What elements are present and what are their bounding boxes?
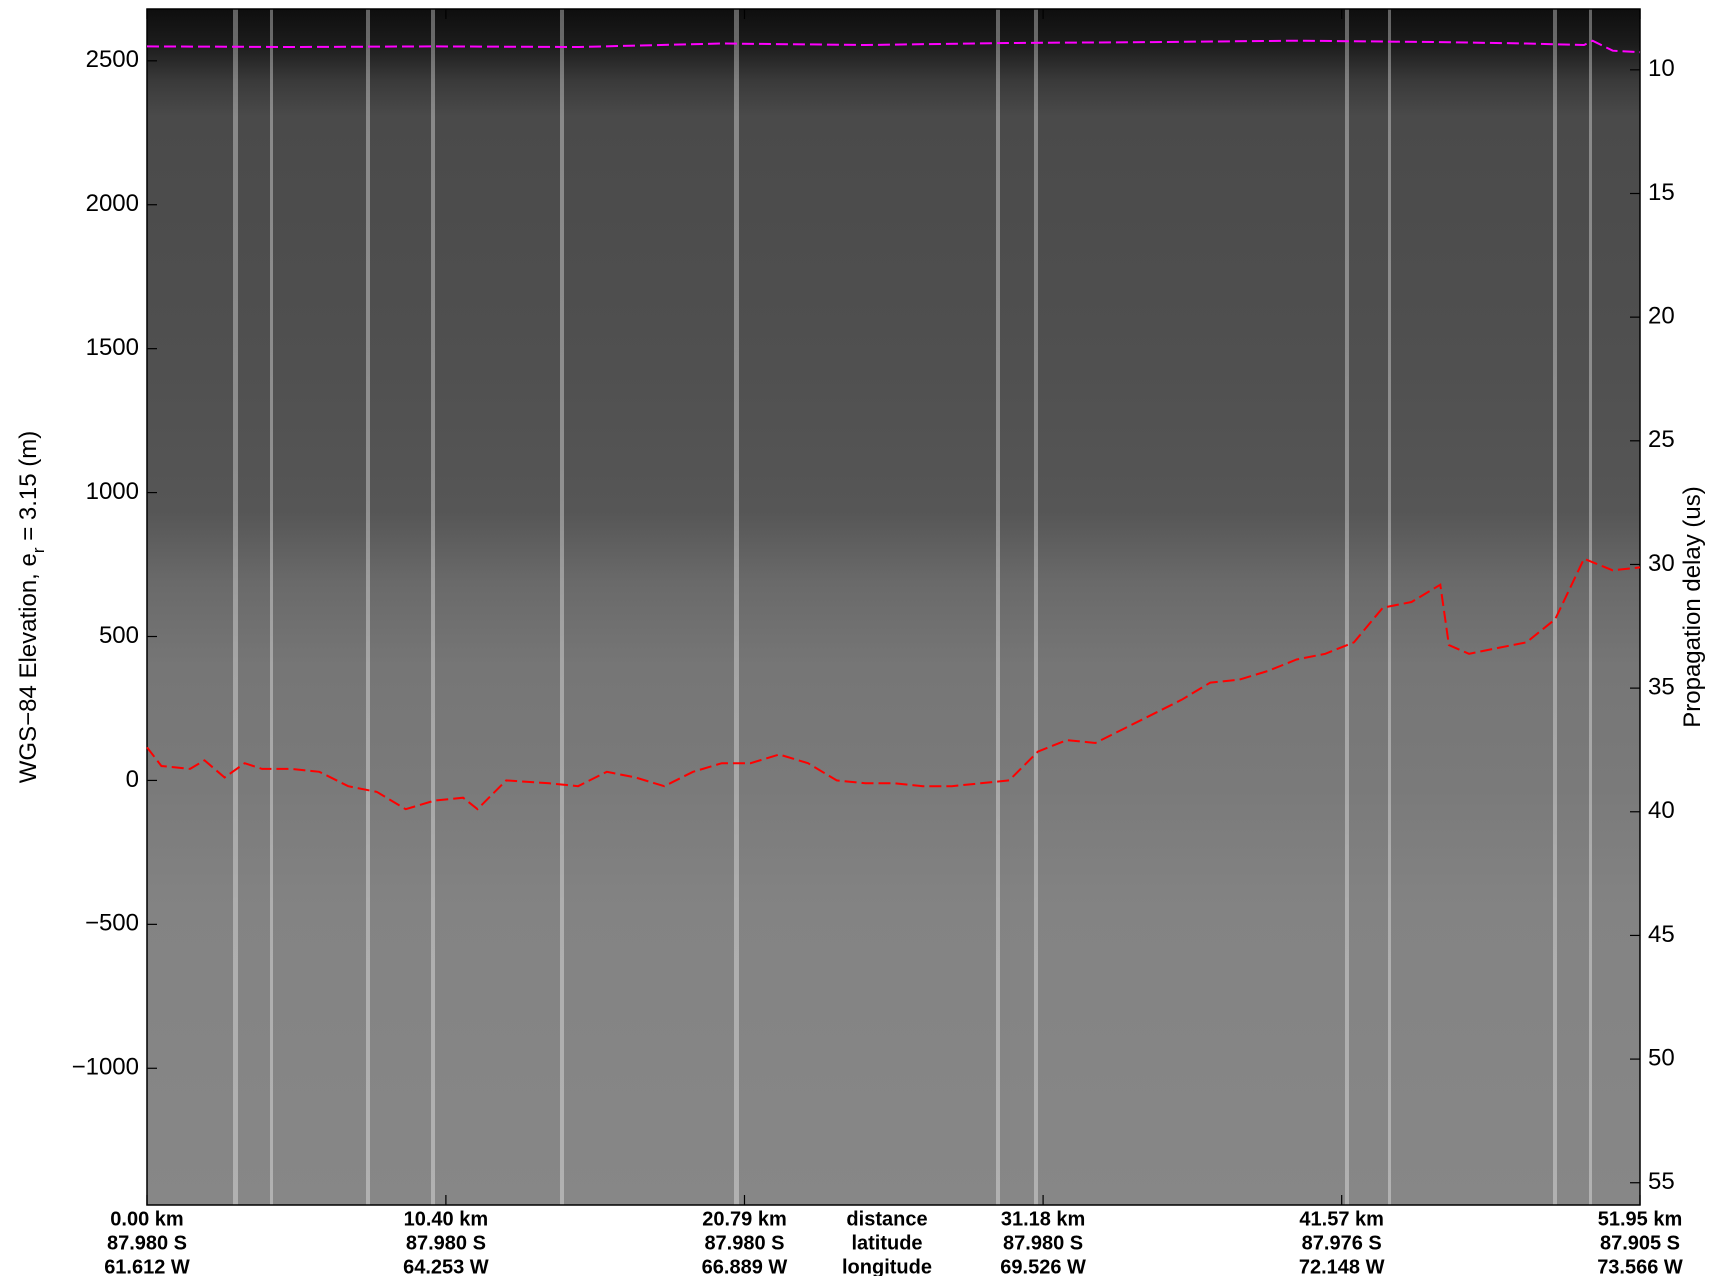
x-tick-latitude: 87.976 S	[1302, 1232, 1382, 1254]
series-line	[146, 39, 1641, 54]
y-axis-title-rest: = 3.15 (m)	[15, 431, 42, 548]
y2-tick-label: 20	[1648, 302, 1675, 329]
y2-tick-label: 10	[1648, 55, 1675, 82]
y-tick-label: 2500	[86, 46, 139, 73]
echogram	[147, 9, 1640, 1205]
y-tick-label: 500	[99, 622, 139, 649]
y-axis-title: WGS−84 Elevation, er = 3.15 (m)	[15, 431, 48, 784]
y-axis-title-sub: r	[29, 547, 48, 553]
x-tick-label: 31.18 km	[1001, 1208, 1086, 1230]
y-tick-label: 1500	[86, 334, 139, 361]
y-tick-label: −1000	[72, 1054, 139, 1081]
x-tick-label: 0.00 km	[110, 1208, 183, 1230]
y2-axis-title: Propagation delay (us)	[1679, 486, 1706, 727]
x-tick-longitude: 73.566 W	[1597, 1256, 1683, 1276]
x-tick-longitude: 64.253 W	[403, 1256, 489, 1276]
y-tick-label: 2000	[86, 190, 139, 217]
y2-tick-label: 30	[1648, 550, 1675, 577]
x-tick-label: 10.40 km	[404, 1208, 489, 1230]
x-tick-latitude: 87.980 S	[1003, 1232, 1083, 1254]
x-row-title: latitude	[851, 1232, 922, 1254]
x-tick-latitude: 87.980 S	[406, 1232, 486, 1254]
x-tick-longitude: 69.526 W	[1000, 1256, 1086, 1276]
x-tick-label: 41.57 km	[1299, 1208, 1384, 1230]
x-tick-latitude: 87.905 S	[1600, 1232, 1680, 1254]
x-tick-latitude: 87.980 S	[704, 1232, 784, 1254]
x-tick-longitude: 61.612 W	[104, 1256, 190, 1276]
x-tick-label: 51.95 km	[1598, 1208, 1683, 1230]
y2-tick-label: 45	[1648, 921, 1675, 948]
x-tick-latitude: 87.980 S	[107, 1232, 187, 1254]
y-tick-label: −500	[85, 910, 139, 937]
plot-frame	[146, 8, 1641, 1206]
y2-tick-label: 55	[1648, 1168, 1675, 1195]
y2-tick-label: 50	[1648, 1044, 1675, 1071]
y2-tick-label: 25	[1648, 426, 1675, 453]
y-tick-label: 0	[126, 766, 139, 793]
y-tick-label: 1000	[86, 478, 139, 505]
x-tick-longitude: 66.889 W	[702, 1256, 788, 1276]
series-line	[146, 557, 1641, 811]
y2-tick-label: 15	[1648, 179, 1675, 206]
y2-tick-label: 40	[1648, 797, 1675, 824]
x-row-title: distance	[846, 1208, 927, 1230]
y2-tick-label: 35	[1648, 673, 1675, 700]
y-axis-title-main: WGS−84 Elevation, e	[15, 553, 42, 783]
x-tick-longitude: 72.148 W	[1299, 1256, 1385, 1276]
x-row-title: longitude	[842, 1256, 932, 1276]
x-tick-label: 20.79 km	[702, 1208, 787, 1230]
